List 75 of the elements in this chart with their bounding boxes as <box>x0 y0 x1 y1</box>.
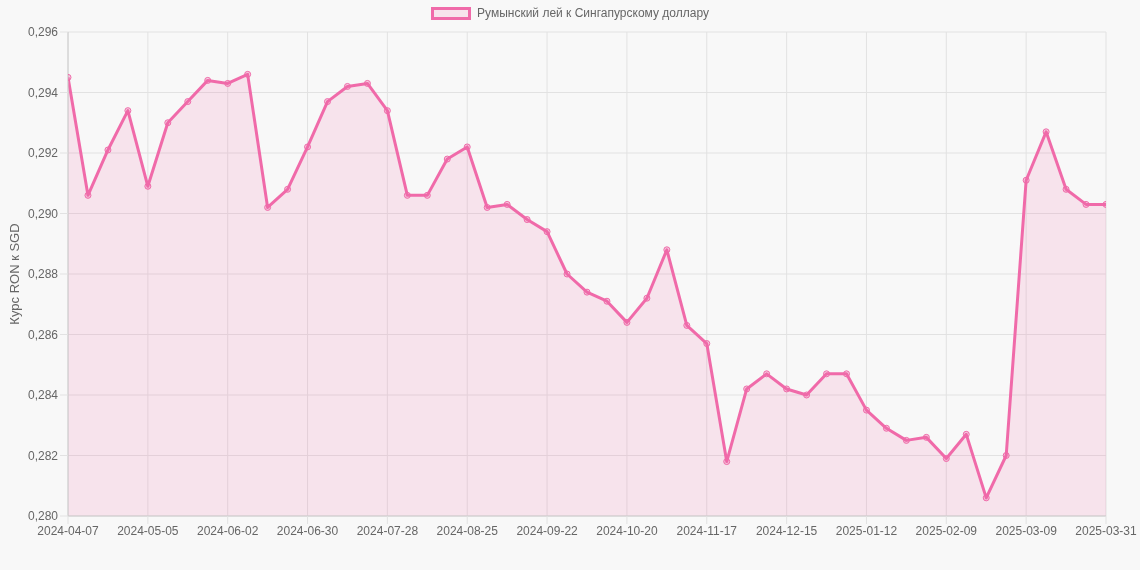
point <box>843 370 850 378</box>
point <box>463 143 471 151</box>
point <box>403 191 411 199</box>
point <box>663 246 671 254</box>
point <box>763 370 771 378</box>
y-tick-label: 0,292 <box>27 146 59 161</box>
point <box>723 458 731 466</box>
x-tick-label: 2025-02-09 <box>915 523 978 538</box>
point <box>823 370 831 378</box>
y-tick-label: 0,286 <box>27 327 59 342</box>
point <box>1022 176 1030 184</box>
y-tick-label: 0,288 <box>27 267 59 282</box>
point <box>623 318 631 326</box>
point <box>343 82 351 90</box>
y-tick-label: 0,280 <box>27 509 59 524</box>
x-tick-label: 2025-01-12 <box>835 523 898 538</box>
legend-label: Румынский лей к Сингапурскому доллару <box>477 6 709 20</box>
y-axis-title: Курс RON к SGD <box>6 223 22 325</box>
point <box>184 98 192 106</box>
point <box>803 391 811 399</box>
x-tick-label: 2024-09-22 <box>516 523 579 538</box>
point <box>204 76 212 84</box>
x-tick-label: 2025-03-09 <box>995 523 1058 538</box>
point <box>363 79 371 87</box>
x-tick-label: 2024-06-02 <box>197 523 259 538</box>
y-tick-label: 0,290 <box>27 206 59 221</box>
x-tick-label: 2024-12-15 <box>755 523 818 538</box>
y-tick-label: 0,284 <box>27 388 59 403</box>
point <box>563 270 571 278</box>
point <box>284 185 292 193</box>
x-tick-label: 2024-08-25 <box>436 523 499 538</box>
point <box>104 146 112 154</box>
point <box>324 98 331 106</box>
point <box>922 433 930 441</box>
point <box>583 288 591 296</box>
point <box>862 406 870 414</box>
point <box>164 119 172 127</box>
point <box>264 203 272 211</box>
point <box>683 321 691 329</box>
x-tick-label: 2024-11-17 <box>676 523 738 538</box>
point <box>423 191 431 199</box>
point <box>603 297 611 305</box>
y-tick-label: 0,282 <box>27 448 59 463</box>
point <box>1062 185 1070 193</box>
point <box>962 430 970 438</box>
point <box>882 424 890 432</box>
point <box>783 385 791 393</box>
x-tick-label: 2024-10-20 <box>596 523 658 538</box>
point <box>1082 200 1090 208</box>
point <box>503 200 511 208</box>
point <box>244 70 252 78</box>
point <box>144 182 152 190</box>
point <box>224 79 232 87</box>
x-tick-label: 2024-07-28 <box>356 523 419 538</box>
y-tick-label: 0,294 <box>27 85 59 100</box>
x-tick-label: 2024-05-05 <box>117 523 179 538</box>
point <box>523 216 531 224</box>
y-tick-label: 0,296 <box>27 25 59 40</box>
point <box>643 294 651 302</box>
point <box>543 228 551 236</box>
point <box>304 143 312 151</box>
x-tick-label: 2024-06-30 <box>276 523 339 538</box>
point <box>383 107 391 115</box>
point <box>443 155 451 163</box>
point <box>902 436 910 444</box>
point <box>483 203 491 211</box>
x-tick-label: 2024-04-07 <box>37 523 100 538</box>
point <box>1042 128 1050 136</box>
point <box>703 340 711 348</box>
point <box>743 385 751 393</box>
point <box>942 455 950 463</box>
point <box>84 191 92 199</box>
x-tick-label: 2025-03-31 <box>1075 523 1138 538</box>
point <box>982 494 990 502</box>
point <box>1002 452 1010 459</box>
